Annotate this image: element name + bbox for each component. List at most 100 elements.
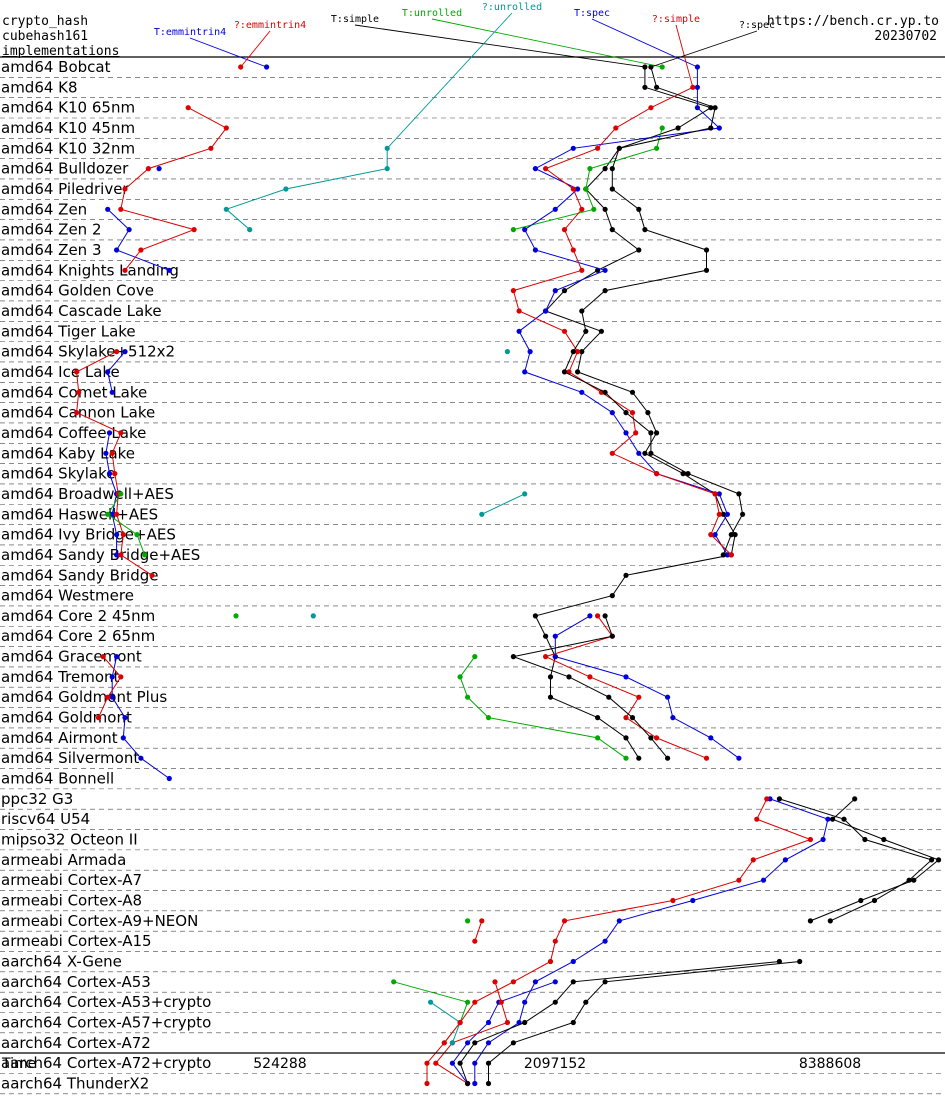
data-point: [149, 572, 155, 578]
series-segment: [107, 493, 146, 556]
cpu-label: aarch64 ThunderX2: [1, 1075, 149, 1093]
series-segment: [225, 148, 388, 230]
cpu-label: amd64 Tiger Lake: [1, 322, 136, 340]
cpu-label: amd64 Sandy Bridge+AES: [1, 546, 200, 564]
data-point: [659, 64, 665, 70]
cpu-label: amd64 Haswell+AES: [1, 505, 158, 523]
x-tick-label: 8388608: [799, 1056, 861, 1072]
cpu-label: amd64 Gracemont: [1, 648, 142, 666]
series-segment: [779, 798, 933, 922]
legend-label: ?:unrolled: [482, 2, 542, 13]
series-segment: [426, 798, 812, 1084]
series-segment: [98, 656, 122, 718]
cpu-label: amd64 Comet Lake: [1, 383, 147, 401]
cpu-label: amd64 Core 2 65nm: [1, 627, 155, 645]
data-point: [156, 166, 162, 172]
header-line-primitive: crypto_hash: [2, 14, 89, 29]
cpu-label: armeabi Cortex-A8: [1, 892, 142, 910]
series-segment: [430, 1001, 461, 1043]
chart-header-right: https://bench.cr.yp.to 20230702: [767, 14, 939, 44]
legend-leader: [675, 24, 694, 88]
series-segment: [451, 981, 556, 1084]
cpu-label: amd64 Knights Landing: [1, 261, 179, 279]
data-point: [185, 105, 191, 111]
header-line-implementations: implementations: [2, 44, 120, 59]
cpu-label: amd64 Airmont: [1, 729, 118, 747]
legend-label: T:unrolled: [402, 8, 462, 19]
series-segment: [120, 107, 228, 271]
cpu-label: amd64 Bulldozer: [1, 160, 129, 178]
legend-leader: [354, 24, 645, 68]
data-point: [552, 979, 558, 985]
cpu-label: amd64 K8: [1, 78, 78, 96]
series-segment: [481, 493, 525, 515]
data-point: [797, 958, 803, 965]
legend-leader: [240, 30, 271, 68]
series-line: [424, 84, 814, 1087]
legend-label: ?:emmintrin4: [234, 20, 306, 31]
series-segment: [554, 615, 740, 759]
x-axis-layer: Time 524288 2097152 8388608: [0, 1052, 945, 1072]
data-point: [690, 84, 696, 90]
data-point: [472, 938, 478, 944]
legend-label: T:emmintrin4: [154, 27, 226, 38]
cpu-label: ppc32 G3: [1, 790, 73, 808]
cpu-label: armeabi Cortex-A9+NEON: [1, 912, 198, 930]
series-line: [485, 64, 935, 1087]
data-point: [465, 918, 471, 924]
data-point: [522, 491, 528, 497]
cpu-label: aarch64 X-Gene: [1, 953, 122, 971]
cpu-label: amd64 Zen: [1, 200, 87, 218]
cpu-label: amd64 Core 2 45nm: [1, 607, 155, 625]
series-segment: [393, 981, 469, 1044]
cpu-label: amd64 K10 32nm: [1, 139, 135, 157]
data-point: [233, 613, 239, 619]
series-segment: [563, 66, 744, 556]
legend-leader: [386, 12, 513, 149]
legend-leader: [189, 37, 267, 68]
cpu-label: amd64 Goldmont Plus: [1, 688, 167, 706]
cpu-label: aarch64 Cortex-A72+crypto: [1, 1054, 211, 1072]
cpu-label: mipso32 Octeon II: [1, 831, 138, 849]
cpu-label: amd64 K10 65nm: [1, 99, 135, 117]
series-segment: [459, 961, 780, 1084]
data-point: [764, 796, 770, 802]
source-url: https://bench.cr.yp.to: [766, 14, 939, 29]
series-segment: [512, 86, 732, 556]
x-tick-label: 2097152: [524, 1056, 586, 1072]
series-segment: [513, 127, 663, 231]
cpu-label: armeabi Armada: [1, 851, 126, 869]
x-tick-label: 524288: [253, 1056, 306, 1072]
series-line: [472, 64, 831, 1087]
cpu-label: amd64 Bonnell: [1, 770, 114, 788]
legend-layer: T:emmintrin4 ?:emmintrin4 T:simple T:unroll…: [154, 2, 775, 149]
series-segment: [534, 67, 736, 759]
legend-label: T:spec: [574, 8, 610, 19]
cpu-label: riscv64 U54: [1, 810, 90, 828]
legend-label: T:simple: [331, 14, 379, 25]
cpu-label: amd64 Sandy Bridge: [1, 566, 158, 584]
series-line: [105, 64, 665, 1046]
series-segment: [435, 981, 509, 1084]
legend-leader: [431, 18, 663, 68]
series-segment: [474, 920, 483, 942]
cpu-label: amd64 Piledriver: [1, 180, 129, 198]
data-point: [310, 613, 316, 619]
cpu-label: amd64 Ivy Bridge+AES: [1, 526, 176, 544]
cpu-label: amd64 Skylake: [1, 465, 115, 483]
series-segment: [107, 208, 170, 271]
cpu-label: aarch64 Cortex-A57+crypto: [1, 1014, 211, 1032]
series-segment: [76, 351, 153, 576]
cpu-label: amd64 Coffee Lake: [1, 424, 146, 442]
grid-layer: [0, 56, 945, 1095]
data-point: [703, 755, 710, 761]
data-point: [659, 125, 665, 131]
cpu-label-layer: amd64 Bobcat amd64 K8 amd64 K10 65nm amd64 …: [1, 58, 211, 1093]
cpu-label: amd64 Westmere: [1, 587, 134, 605]
cpu-label: amd64 Tremont: [1, 668, 120, 686]
series-segment: [544, 615, 707, 759]
cpu-label: amd64 Golden Cove: [1, 282, 154, 300]
cpu-label: aarch64 Cortex-A53: [1, 973, 151, 991]
benchmark-date: 20230702: [874, 29, 937, 44]
series-segment: [107, 351, 126, 393]
